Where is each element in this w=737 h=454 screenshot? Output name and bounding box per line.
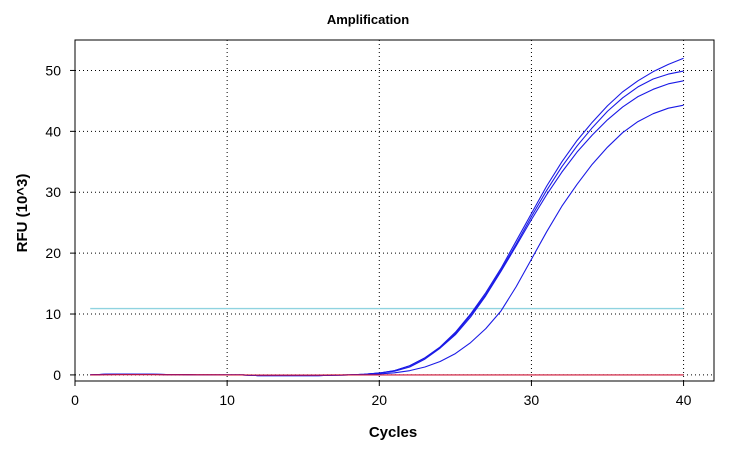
x-tick-label-2: 20 — [371, 392, 387, 408]
chart-title: Amplification — [327, 12, 409, 27]
y-tick-label-1: 10 — [45, 306, 61, 322]
y-tick-label-3: 30 — [45, 184, 61, 200]
y-tick-label-0: 0 — [53, 367, 61, 383]
x-tick-label-1: 10 — [219, 392, 235, 408]
y-axis-label: RFU (10^3) — [14, 174, 31, 253]
y-tick-label-4: 40 — [45, 123, 61, 139]
x-axis-label: Cycles — [369, 424, 417, 441]
y-tick-label-5: 50 — [45, 62, 61, 78]
plot-frame — [74, 39, 715, 382]
x-tick-label-0: 0 — [71, 392, 79, 408]
tick-layer: 0 10 20 30 40 0 10 20 30 40 50 — [45, 62, 691, 408]
series-layer — [90, 57, 684, 377]
grid — [75, 40, 714, 381]
x-tick-label-4: 40 — [676, 392, 692, 408]
y-tick-label-2: 20 — [45, 245, 61, 261]
x-tick-label-3: 30 — [524, 392, 540, 408]
